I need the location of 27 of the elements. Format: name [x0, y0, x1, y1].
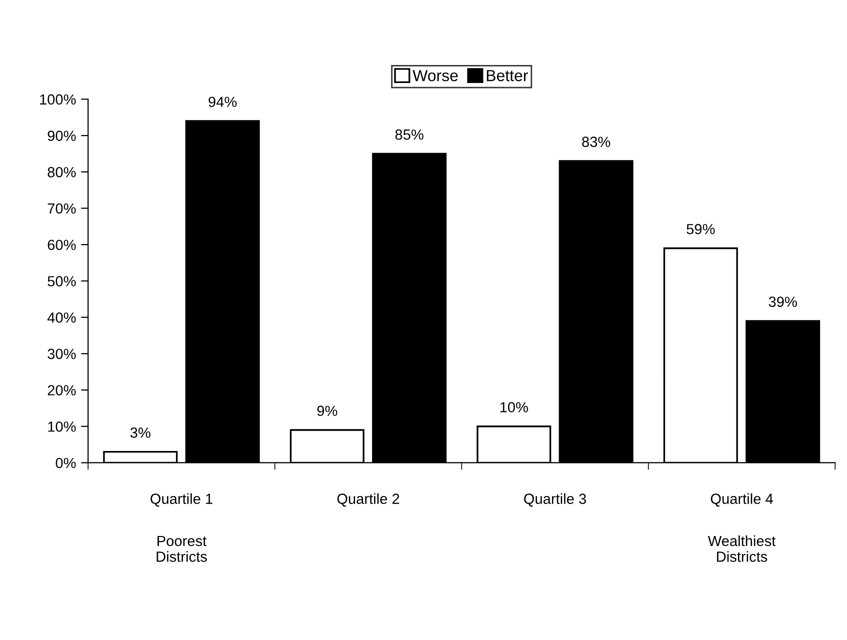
data-label: 39% — [768, 296, 797, 307]
legend-label: Better — [486, 70, 528, 82]
data-label: 59% — [686, 224, 715, 234]
y-tick-label: 0% — [56, 458, 76, 468]
y-tick-label: 80% — [48, 167, 76, 178]
y-tick-label: 70% — [48, 203, 76, 214]
text: Wealthiest Districts — [708, 535, 776, 562]
y-tick-label: 40% — [47, 312, 76, 323]
y-tick-label: 50% — [48, 276, 76, 286]
y-tick-label: 100% — [40, 94, 76, 105]
x-tick-label: Quartile 1 — [150, 493, 212, 507]
y-tick-label: 60% — [48, 240, 76, 250]
data-label: 94% — [208, 96, 237, 108]
data-label: 9% — [317, 406, 338, 416]
data-label: 3% — [130, 427, 150, 438]
text: Poorest Districts — [156, 536, 207, 562]
y-tick-label: 10% — [48, 421, 76, 432]
legend-label: Worse — [412, 70, 458, 82]
data-label: 10% — [500, 402, 528, 412]
x-tick-label: Quartile 4 — [710, 493, 773, 507]
y-tick-label: 20% — [48, 385, 76, 396]
x-tick-label: Quartile 2 — [337, 493, 400, 507]
x-tick-label: Quartile 3 — [524, 493, 586, 507]
data-label: 83% — [582, 136, 610, 148]
y-tick-label: 90% — [48, 130, 76, 141]
data-label: 85% — [395, 129, 424, 140]
y-tick-label: 30% — [48, 348, 76, 360]
